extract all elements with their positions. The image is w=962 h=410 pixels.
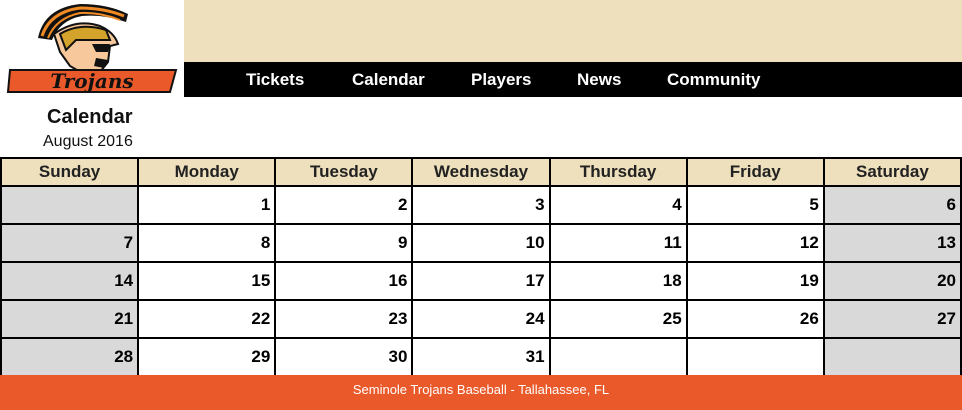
calendar-week: 1 2 3 4 5 6 xyxy=(0,185,962,225)
trojans-logo[interactable]: Trojans xyxy=(0,0,184,100)
calendar-day[interactable]: 25 xyxy=(548,299,688,339)
calendar-day[interactable]: 17 xyxy=(411,261,551,301)
calendar-grid: Sunday Monday Tuesday Wednesday Thursday… xyxy=(0,157,962,377)
nav-community[interactable]: Community xyxy=(667,70,761,89)
calendar-day[interactable]: 27 xyxy=(822,299,962,339)
calendar-day[interactable]: 24 xyxy=(411,299,551,339)
calendar-day[interactable]: 10 xyxy=(411,223,551,263)
footer: Seminole Trojans Baseball - Tallahassee,… xyxy=(0,375,962,410)
nav-tickets[interactable]: Tickets xyxy=(246,70,305,89)
calendar-day[interactable]: 29 xyxy=(137,337,277,377)
calendar-day[interactable]: 7 xyxy=(0,223,140,263)
page-title: Calendar xyxy=(47,106,133,128)
calendar-day[interactable]: 1 xyxy=(137,185,277,225)
calendar-day[interactable]: 9 xyxy=(274,223,414,263)
trojan-helmet-icon: Trojans xyxy=(6,4,178,93)
page-subtitle: August 2016 xyxy=(43,133,133,150)
calendar-week: 28 29 30 31 xyxy=(0,337,962,377)
calendar-day[interactable]: 21 xyxy=(0,299,140,339)
calendar-day[interactable] xyxy=(822,337,962,377)
calendar-day[interactable]: 22 xyxy=(137,299,277,339)
calendar-day[interactable] xyxy=(548,337,688,377)
main-navigation: Tickets Calendar Players News Community xyxy=(184,62,962,97)
calendar-day[interactable]: 2 xyxy=(274,185,414,225)
day-header-saturday: Saturday xyxy=(822,157,962,187)
calendar-day[interactable]: 16 xyxy=(274,261,414,301)
day-header-monday: Monday xyxy=(137,157,277,187)
calendar-day[interactable]: 13 xyxy=(822,223,962,263)
day-header-tuesday: Tuesday xyxy=(274,157,414,187)
calendar-day[interactable]: 4 xyxy=(548,185,688,225)
day-header-thursday: Thursday xyxy=(548,157,688,187)
calendar-day[interactable]: 30 xyxy=(274,337,414,377)
calendar-day[interactable]: 20 xyxy=(822,261,962,301)
calendar-day[interactable]: 26 xyxy=(685,299,825,339)
calendar-day[interactable]: 23 xyxy=(274,299,414,339)
day-header-sunday: Sunday xyxy=(0,157,140,187)
nav-calendar[interactable]: Calendar xyxy=(352,70,425,89)
calendar-day[interactable]: 11 xyxy=(548,223,688,263)
calendar-day[interactable]: 28 xyxy=(0,337,140,377)
calendar-day[interactable]: 12 xyxy=(685,223,825,263)
calendar-week: 21 22 23 24 25 26 27 xyxy=(0,299,962,339)
calendar-day[interactable]: 5 xyxy=(685,185,825,225)
nav-news[interactable]: News xyxy=(577,70,622,89)
nav-players[interactable]: Players xyxy=(471,70,532,89)
calendar-day[interactable]: 15 xyxy=(137,261,277,301)
calendar-day[interactable] xyxy=(0,185,140,225)
calendar-day[interactable]: 8 xyxy=(137,223,277,263)
footer-text: Seminole Trojans Baseball - Tallahassee,… xyxy=(352,382,610,397)
calendar-header-row: Sunday Monday Tuesday Wednesday Thursday… xyxy=(0,157,962,187)
day-header-friday: Friday xyxy=(685,157,825,187)
calendar-day[interactable]: 14 xyxy=(0,261,140,301)
calendar-day[interactable] xyxy=(685,337,825,377)
calendar-week: 14 15 16 17 18 19 20 xyxy=(0,261,962,301)
svg-text:Trojans: Trojans xyxy=(50,69,133,93)
calendar-day[interactable]: 18 xyxy=(548,261,688,301)
calendar-week: 7 8 9 10 11 12 13 xyxy=(0,223,962,263)
header-banner xyxy=(184,0,962,62)
calendar-day[interactable]: 3 xyxy=(411,185,551,225)
calendar-day[interactable]: 31 xyxy=(411,337,551,377)
calendar-day[interactable]: 6 xyxy=(822,185,962,225)
calendar-day[interactable]: 19 xyxy=(685,261,825,301)
day-header-wednesday: Wednesday xyxy=(411,157,551,187)
